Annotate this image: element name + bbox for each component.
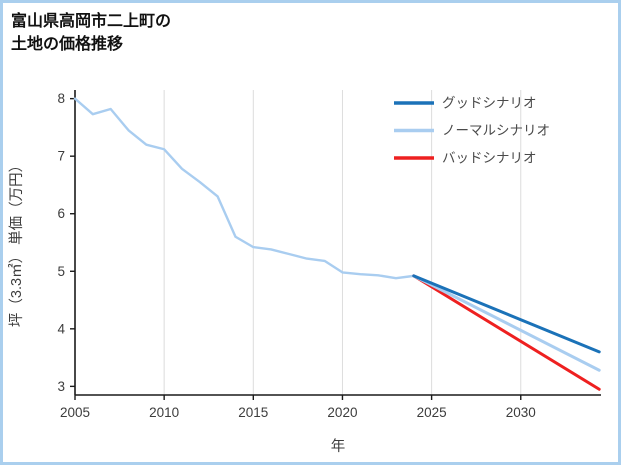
chart-title: 富山県高岡市二上町の 土地の価格推移 bbox=[11, 10, 171, 56]
y-tick-label-3: 3 bbox=[57, 379, 65, 394]
x-tick-label-2005: 2005 bbox=[60, 405, 90, 420]
series-line-good bbox=[412, 274, 601, 354]
chart-title-line2: 土地の価格推移 bbox=[11, 36, 124, 54]
y-tick-label-4: 4 bbox=[57, 321, 65, 336]
y-axis-label: 坪（3.3㎡） 単価（万円） bbox=[8, 158, 25, 327]
series-line-bad bbox=[412, 274, 601, 391]
chart-title-line1: 富山県高岡市二上町の bbox=[11, 13, 172, 30]
x-tick-label-2015: 2015 bbox=[238, 405, 268, 420]
x-tick-label-2025: 2025 bbox=[417, 405, 447, 420]
x-tick-label-2030: 2030 bbox=[506, 405, 536, 420]
legend-label-bad: バッドシナリオ bbox=[442, 151, 537, 166]
series-line-normal bbox=[412, 274, 601, 372]
x-tick-label-2010: 2010 bbox=[149, 405, 179, 420]
x-axis-label: 年 bbox=[331, 438, 346, 455]
y-tick-label-8: 8 bbox=[57, 91, 65, 106]
x-tick-label-2020: 2020 bbox=[327, 405, 357, 420]
y-tick-label-7: 7 bbox=[57, 149, 65, 164]
legend-label-normal: ノーマルシナリオ bbox=[442, 123, 550, 138]
y-tick-label-6: 6 bbox=[57, 206, 65, 221]
legend-label-good: グッドシナリオ bbox=[442, 96, 537, 111]
series-line-historical bbox=[73, 97, 415, 280]
y-tick-label-5: 5 bbox=[57, 264, 65, 279]
